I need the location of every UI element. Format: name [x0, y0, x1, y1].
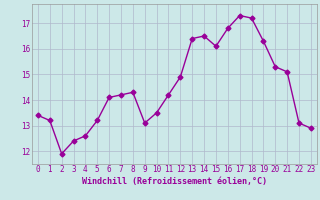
- X-axis label: Windchill (Refroidissement éolien,°C): Windchill (Refroidissement éolien,°C): [82, 177, 267, 186]
